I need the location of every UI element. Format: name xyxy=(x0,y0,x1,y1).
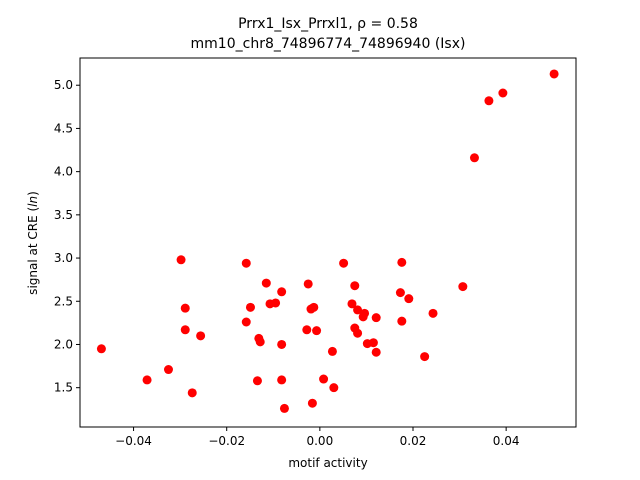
data-point-45 xyxy=(404,294,414,304)
data-point-3 xyxy=(176,255,186,265)
data-point-21 xyxy=(302,325,312,335)
data-point-11 xyxy=(252,376,262,386)
y-tick-label: 4.5 xyxy=(54,121,73,135)
data-point-44 xyxy=(397,316,407,326)
data-point-43 xyxy=(397,257,407,267)
data-point-32 xyxy=(350,281,360,291)
x-tick-label: −0.04 xyxy=(115,434,152,448)
y-tick-label: 4.0 xyxy=(54,165,73,179)
y-tick-label: 5.0 xyxy=(54,78,73,92)
chart-title-line1: Prrx1_Isx_Prrxl1, ρ = 0.58 xyxy=(238,16,418,32)
data-point-40 xyxy=(371,347,381,357)
data-point-27 xyxy=(319,374,329,384)
data-point-2 xyxy=(163,365,173,375)
x-axis-ticks: −0.04 −0.02 0.00 0.02 0.04 xyxy=(115,427,520,448)
data-point-4 xyxy=(180,303,190,313)
plot-area-frame xyxy=(79,57,577,428)
data-point-7 xyxy=(196,331,206,341)
data-point-22 xyxy=(303,279,313,289)
data-point-37 xyxy=(360,308,370,318)
data-point-52 xyxy=(549,69,559,79)
y-tick-label: 2.5 xyxy=(54,294,73,308)
y-tick-label: 3.5 xyxy=(54,208,73,222)
data-point-13 xyxy=(255,337,265,347)
data-points xyxy=(96,69,559,413)
data-point-30 xyxy=(339,258,349,268)
data-point-0 xyxy=(96,344,106,354)
data-point-18 xyxy=(277,375,287,385)
data-point-24 xyxy=(307,398,317,408)
data-point-31 xyxy=(347,299,357,309)
data-point-25 xyxy=(309,302,319,312)
data-point-39 xyxy=(368,338,378,348)
chart-title-line2: mm10_chr8_74896774_74896940 (Isx) xyxy=(191,36,466,52)
y-tick-label: 3.0 xyxy=(54,251,73,265)
x-tick-label: 0.02 xyxy=(400,434,427,448)
data-point-47 xyxy=(428,308,438,318)
data-point-16 xyxy=(271,298,281,308)
data-point-46 xyxy=(420,352,430,362)
data-point-6 xyxy=(187,388,197,398)
y-axis-ticks: 1.5 2.0 2.5 3.0 3.5 4.0 4.5 5.0 xyxy=(54,78,80,395)
data-point-17 xyxy=(277,287,287,297)
data-point-50 xyxy=(484,96,494,106)
data-point-9 xyxy=(241,317,251,327)
y-tick-label: 1.5 xyxy=(54,381,73,395)
data-point-34 xyxy=(353,305,363,315)
data-point-26 xyxy=(312,326,322,336)
data-point-1 xyxy=(142,375,152,385)
x-axis-label: motif activity xyxy=(288,456,367,470)
data-point-35 xyxy=(353,328,363,338)
y-tick-label: 2.0 xyxy=(54,337,73,351)
data-point-28 xyxy=(327,346,337,356)
y-axis-label-italic: ln xyxy=(26,196,40,207)
x-tick-label: 0.00 xyxy=(306,434,333,448)
title-rho: ρ = 0.58 xyxy=(357,16,418,32)
data-point-5 xyxy=(180,325,190,335)
data-point-48 xyxy=(458,282,468,292)
x-tick-label: 0.04 xyxy=(493,434,520,448)
data-point-20 xyxy=(279,403,289,413)
data-point-19 xyxy=(277,339,287,349)
data-point-10 xyxy=(245,302,255,312)
data-point-8 xyxy=(241,258,251,268)
y-axis-label: signal at CRE (ln) xyxy=(26,191,40,295)
data-point-14 xyxy=(261,278,271,288)
data-point-51 xyxy=(498,88,508,98)
x-tick-label: −0.02 xyxy=(208,434,245,448)
data-point-29 xyxy=(329,383,339,393)
data-point-42 xyxy=(395,288,405,298)
data-point-49 xyxy=(469,153,479,163)
data-point-41 xyxy=(371,313,381,323)
